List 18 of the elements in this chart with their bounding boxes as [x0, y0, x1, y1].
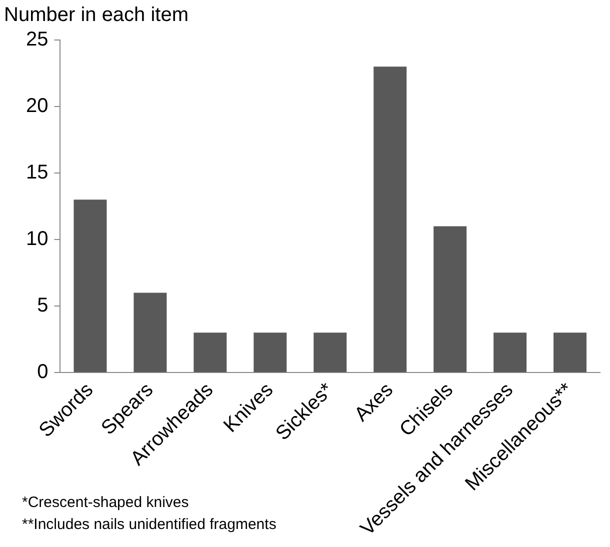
- text: **Includes nails unidentified fragments: [22, 515, 276, 535]
- bar: [494, 332, 527, 372]
- y-tick-label: 5: [37, 294, 48, 317]
- bar: [194, 332, 227, 372]
- y-tick-label: 10: [26, 228, 48, 250]
- bar: [434, 226, 467, 372]
- text: *Crescent-shaped knives: [22, 493, 190, 513]
- bar: [554, 332, 587, 372]
- y-tick-label: 25: [26, 28, 48, 51]
- bar: [134, 292, 167, 372]
- bar: [74, 200, 107, 372]
- y-tick-label: 0: [37, 361, 48, 384]
- bar: [314, 332, 347, 372]
- y-tick-label: 20: [26, 95, 48, 118]
- y-axis-title: Number in each item: [4, 4, 189, 27]
- bar: [374, 66, 407, 372]
- y-tick-label: 15: [26, 162, 48, 184]
- bar: [254, 332, 287, 372]
